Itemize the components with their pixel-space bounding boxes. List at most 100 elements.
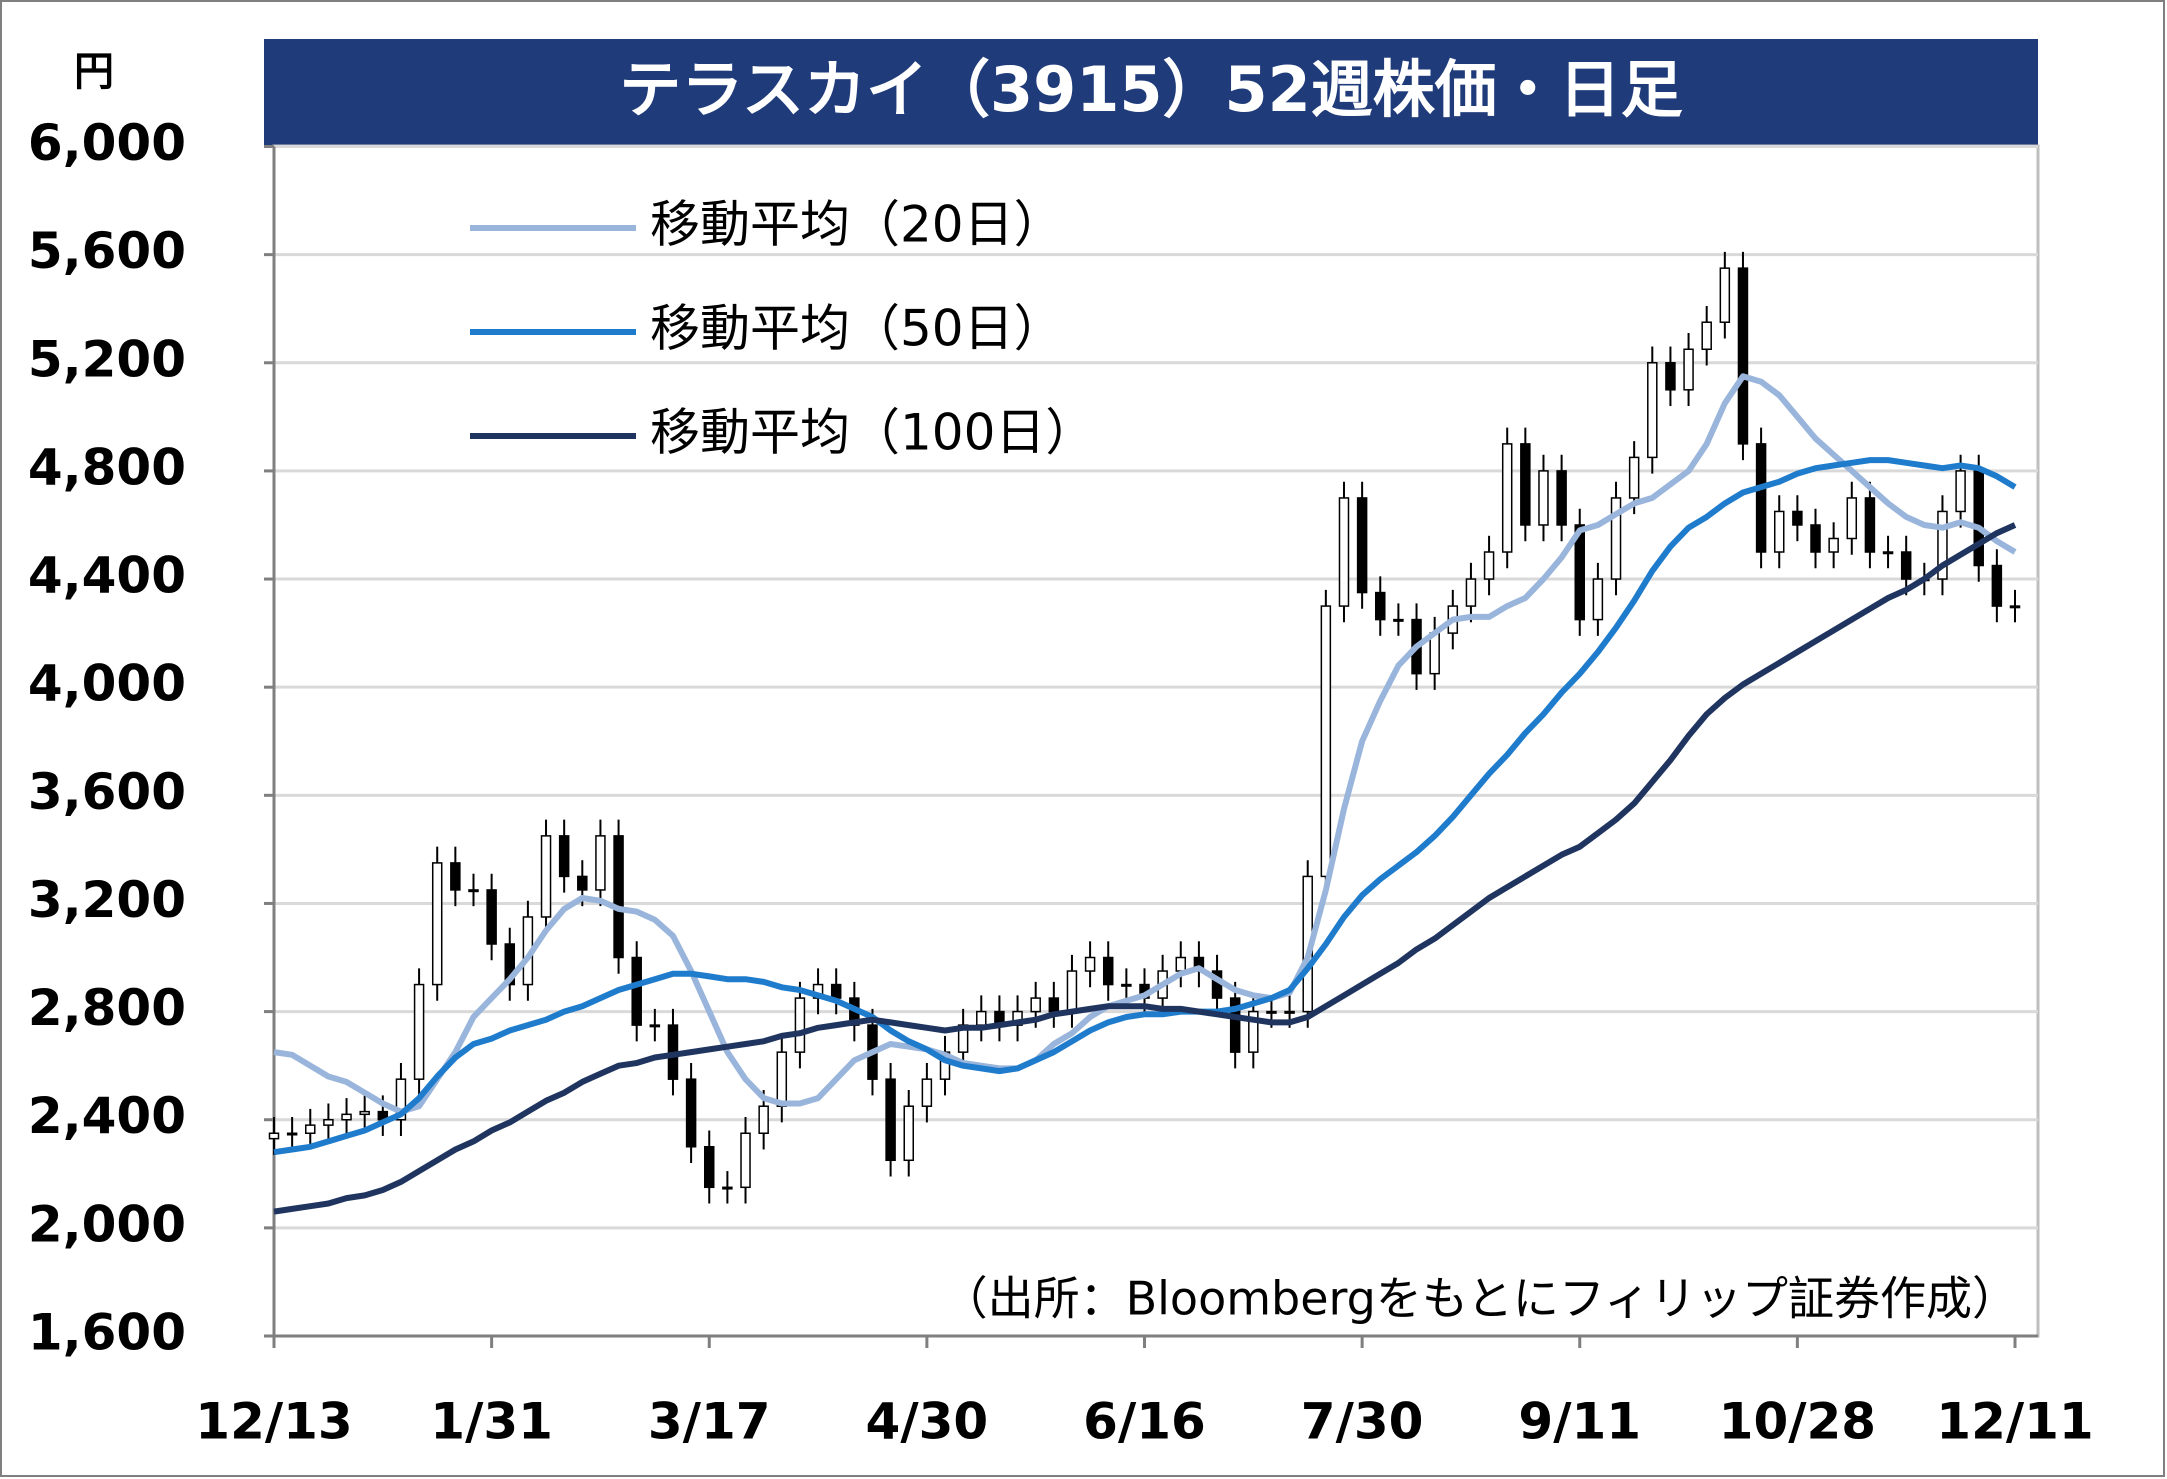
candle-body [1810, 524, 1821, 553]
candle-body [504, 943, 516, 986]
y-tick-label: 6,000 [28, 114, 186, 172]
candle-body [2009, 605, 2021, 609]
candle-body [1937, 510, 1948, 580]
candle-body [486, 889, 497, 945]
candle-body [1574, 524, 1585, 621]
candle-body [1102, 956, 1114, 986]
candle-body [1719, 267, 1731, 323]
candle-body [758, 1105, 769, 1134]
candle-body [540, 835, 552, 918]
candle-body [1229, 997, 1241, 1053]
candle-body [1792, 510, 1803, 526]
candle-body [1320, 605, 1332, 878]
y-tick-label: 2,800 [28, 979, 186, 1037]
candle-body [1284, 1010, 1295, 1014]
candle-body [885, 1078, 896, 1162]
candle-body [286, 1132, 298, 1136]
candle-body [1592, 578, 1604, 621]
x-tick-label: 12/11 [1936, 1393, 2093, 1451]
candle-body [631, 956, 642, 1026]
candle-body [268, 1132, 280, 1140]
moving-average-line [273, 522, 2017, 1215]
legend: 移動平均（20日） 移動平均（50日） 移動平均（100日） [470, 196, 1095, 462]
candle-body [1665, 362, 1676, 391]
legend-label: 移動平均（100日） [650, 404, 1095, 462]
candle-body [341, 1113, 352, 1121]
candle-body [1393, 618, 1404, 622]
candle-body [1610, 497, 1622, 580]
candle-body [794, 997, 806, 1053]
title-bar [264, 39, 2038, 146]
moving-average-line [273, 373, 2017, 1115]
candle-body [1048, 997, 1060, 1013]
legend-label: 移動平均（20日） [650, 196, 1064, 254]
y-tick-label: 2,000 [28, 1195, 186, 1253]
candle-body [1520, 443, 1531, 526]
candle-body [1628, 456, 1640, 499]
candle-body [1175, 956, 1187, 972]
candle-body [830, 983, 842, 999]
candle-body [1066, 970, 1078, 1013]
candle-body [649, 1024, 661, 1028]
candle-body [1356, 497, 1368, 594]
moving-average-line [273, 457, 2017, 1156]
candle-body [1121, 983, 1132, 987]
candle-body [359, 1110, 370, 1116]
candle-body [595, 835, 606, 891]
y-tick-label: 4,800 [28, 438, 186, 496]
y-tick-label: 5,200 [28, 330, 186, 388]
candle-body [1465, 578, 1477, 607]
candle-body [577, 875, 588, 891]
candle-body [1773, 510, 1785, 553]
candle-body [1483, 551, 1495, 580]
candle-body [704, 1146, 715, 1189]
candle-body [323, 1118, 334, 1126]
candle-body [1248, 1010, 1259, 1053]
y-tick-label: 3,200 [28, 871, 186, 929]
chart-title: テラスカイ（3915）52週株価・日足 [619, 53, 1683, 126]
candle-body [1755, 443, 1767, 553]
candle-body [431, 862, 443, 986]
x-tick-label: 1/31 [430, 1393, 553, 1451]
candle-body [740, 1132, 751, 1189]
candle-body [1882, 551, 1894, 555]
legend-label: 移動平均（50日） [650, 300, 1064, 358]
candle-body [1683, 348, 1694, 391]
y-tick-label: 5,600 [28, 222, 186, 280]
y-tick-label: 4,400 [28, 547, 186, 605]
candle-body [395, 1078, 407, 1121]
candle-body [468, 889, 479, 893]
source-note: （出所：Bloombergをもとにフィリップ証券作成） [942, 1272, 2018, 1326]
y-unit: 円 [74, 49, 114, 95]
marks [268, 251, 2021, 1215]
candle-body [976, 1010, 987, 1026]
candle-body [305, 1124, 316, 1134]
candle-body [1973, 470, 1984, 567]
candle-body [1030, 997, 1041, 1013]
x-tick-label: 3/17 [648, 1393, 771, 1451]
y-tick-label: 1,600 [28, 1304, 186, 1362]
candle-body [921, 1078, 933, 1107]
candle-body [613, 835, 624, 959]
candle-body [1864, 497, 1876, 553]
candle-body [685, 1078, 697, 1148]
candle-body [776, 1051, 788, 1107]
candle-body [1846, 497, 1858, 540]
candle-body [1538, 470, 1549, 526]
candle-body [1338, 497, 1350, 607]
candle-body [1900, 551, 1912, 580]
candle-body [903, 1105, 914, 1162]
candle-body [1375, 591, 1386, 621]
candle-body [1556, 470, 1567, 526]
candle-body [1701, 321, 1712, 351]
candle-body [1828, 537, 1839, 553]
x-tick-label: 7/30 [1301, 1393, 1424, 1451]
candle-body [558, 835, 570, 878]
x-tick-label: 10/28 [1719, 1393, 1876, 1451]
candle-body [1084, 956, 1096, 972]
candle-body [1955, 470, 1966, 513]
candle-body [1737, 267, 1749, 445]
candle-body [1266, 1010, 1277, 1014]
